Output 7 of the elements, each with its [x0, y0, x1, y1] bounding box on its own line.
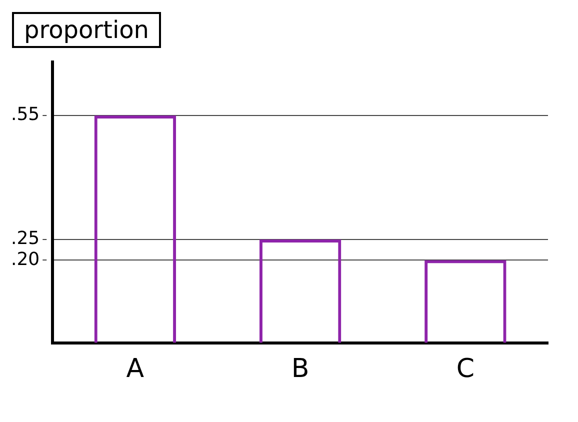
x-tick-label: C: [456, 354, 475, 384]
y-axis-title: proportion: [12, 12, 162, 48]
y-tick-label: .25: [10, 228, 40, 250]
x-tick-label: A: [126, 354, 144, 384]
y-tick-label: .20: [10, 248, 40, 270]
x-tick-label: B: [291, 354, 310, 384]
y-tick-label: .55: [10, 104, 40, 126]
